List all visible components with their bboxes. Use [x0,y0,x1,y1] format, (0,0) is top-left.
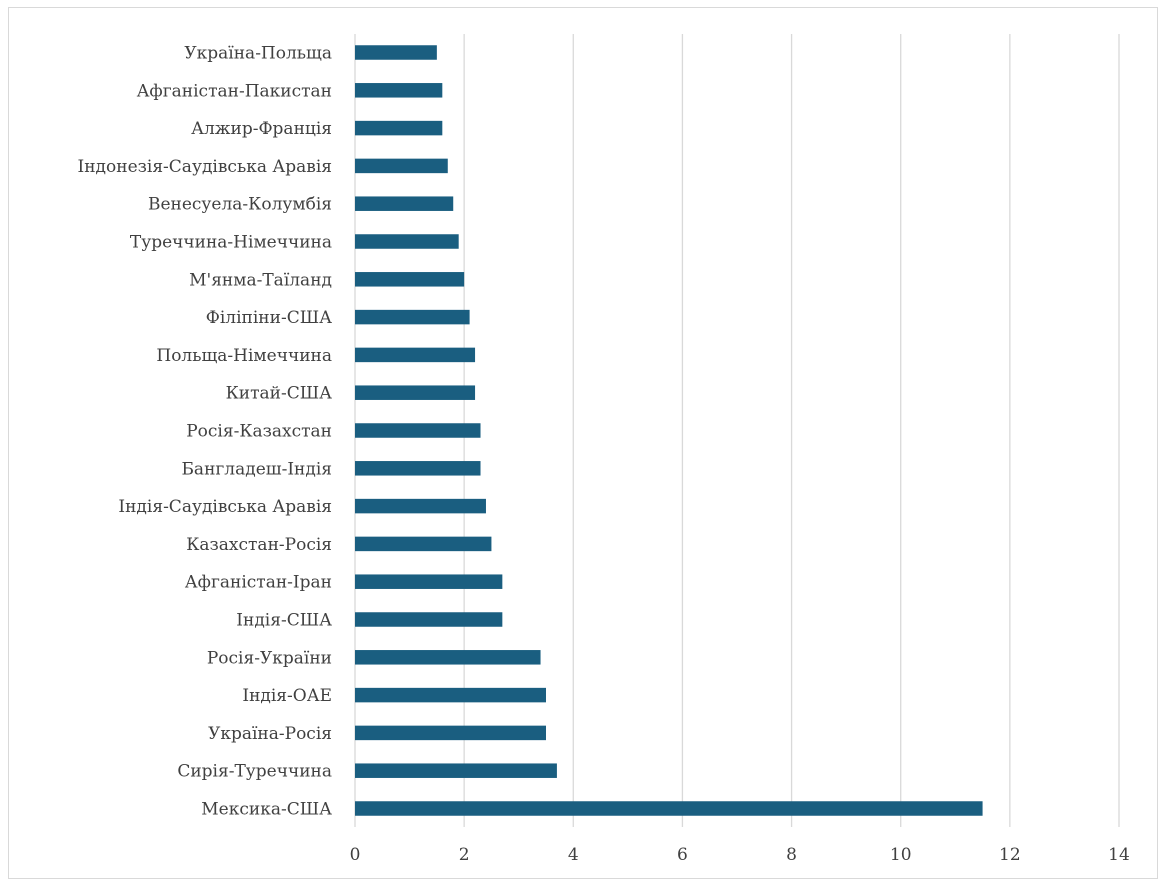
category-label: М'янма-Таїланд [189,270,332,290]
bars [355,45,983,816]
category-label: Філіпіни-США [206,308,332,328]
x-axis-tick-labels: 0 2 4 6 8 10 12 14 [350,845,1130,865]
category-label: Росія-Казахстан [186,422,332,442]
bar [355,461,481,476]
bar [355,725,546,741]
bar [355,423,481,438]
category-label: Туреччина-Німеччина [130,233,332,253]
category-label: Мексика-США [201,800,332,820]
bar [355,45,437,60]
bar [355,272,465,287]
category-label: Польща-Німеччина [156,346,332,366]
x-tick-label: 10 [890,845,912,865]
bar [355,687,546,703]
bar [355,536,492,552]
x-tick-label: 4 [568,845,579,865]
bar [355,650,541,665]
category-label: Афганістан-Іран [185,573,332,593]
bar [355,574,503,589]
category-label: Бангладеш-Індія [181,459,332,479]
bar [355,120,443,136]
bar [355,309,470,325]
category-label: Індонезія-Саудівська Аравія [77,157,332,177]
x-tick-label: 2 [459,845,470,865]
bar [355,801,983,816]
category-label: Індія-США [236,611,332,631]
bar [355,763,557,778]
x-tick-label: 14 [1108,845,1130,865]
x-tick-label: 12 [999,845,1021,865]
category-label: Україна-Росія [208,724,332,744]
category-label: Індія-Саудівська Аравія [118,497,332,517]
bar [355,158,448,174]
category-label: Україна-Польща [184,44,332,64]
category-label: Індія-ОАЕ [242,686,332,706]
category-label: Алжир-Франція [191,119,332,139]
category-label: Казахстан-Росія [186,535,332,555]
category-labels: Україна-Польща Афганістан-Пакистан Алжир-Ф… [77,44,332,820]
bar [355,612,503,627]
bar [355,385,476,400]
category-label: Венесуела-Колумбія [148,195,332,215]
bar [355,498,486,514]
category-label: Сирія-Туреччина [177,762,332,782]
bar [355,347,476,363]
chart-area [8,7,1158,879]
x-tick-label: 6 [677,845,688,865]
category-label: Росія-України [207,648,332,668]
bar [355,196,454,211]
category-label: Китай-США [226,384,333,404]
x-tick-label: 8 [786,845,797,865]
x-tick-label: 0 [350,845,361,865]
bar [355,83,443,98]
bar [355,234,459,249]
category-label: Афганістан-Пакистан [137,81,332,101]
